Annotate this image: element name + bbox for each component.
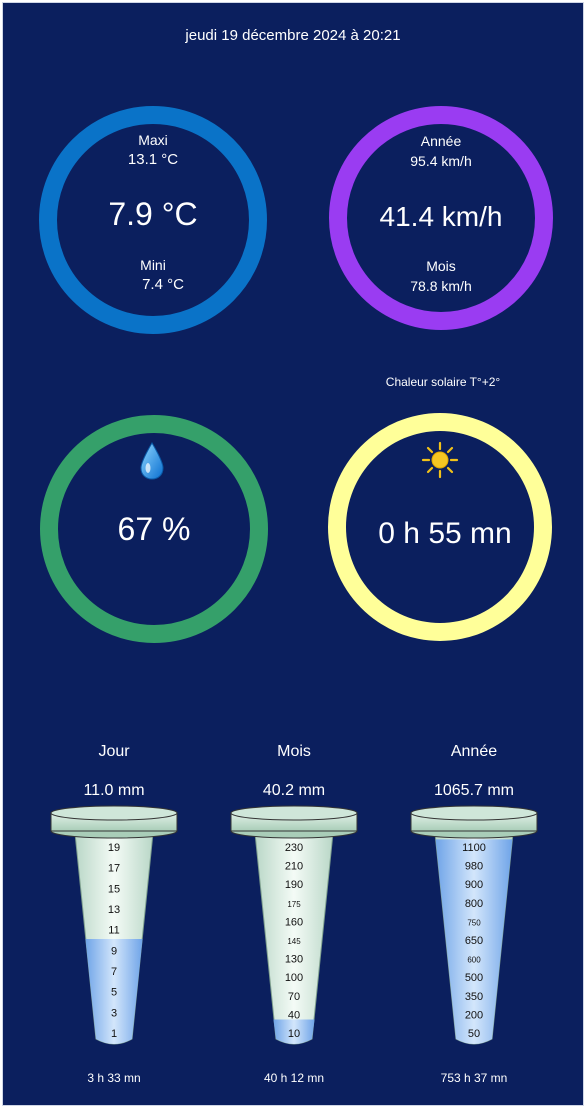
rain-scale-tick: 200 [465,1009,483,1021]
rain-scale-tick: 15 [108,883,120,895]
rain-gauge-cap-top [50,805,178,821]
rain-scale-tick: 1 [111,1028,117,1040]
rain-scale-tick: 40 [288,1009,300,1021]
rain-scale-tick: 210 [285,861,303,873]
sunshine-value: 0 h 55 mn [378,517,512,550]
temp-max-value: 13.1 °C [127,151,179,168]
rain-gauge-cap-top [230,805,358,821]
rain-scale-tick: 13 [108,904,120,916]
rain-scale-tick: 500 [465,972,483,984]
rain-scale-tick: 9 [111,945,117,957]
rain-gauge-graphic: 19 17 15 13 11 9 7 5 3 1 [50,805,178,1045]
rain-period-label: Jour [98,743,130,760]
rain-scale-tick: 980 [465,861,483,873]
rain-water-level [85,939,143,1044]
rain-gauge-graphic: 1100 980 900 800 750 650 600 500 350 200 50 [410,805,538,1045]
rain-scale-tick: 650 [465,935,483,947]
temp-current-value: 7.9 °C [108,196,198,232]
rain-scale-tick: 160 [285,916,303,928]
rain-period-label: Mois [277,743,311,760]
rain-scale-tick: 900 [465,879,483,891]
rain-duration-value: 3 h 33 mn [87,1071,141,1085]
rain-amount-value: 40.2 mm [262,782,326,799]
rain-scale-tick: 1100 [462,842,486,854]
temp-min-value: 7.4 °C [142,276,184,293]
temp-max-label: Maxi [138,132,168,148]
rain-scale-tick: 10 [288,1028,300,1040]
rain-gauge-graphic: 230 210 190 175 160 145 130 100 70 40 10 [230,805,358,1045]
wind-current-value: 41.4 km/h [379,201,503,232]
rain-scale-tick: 11 [108,925,119,937]
wind-month-label: Mois [426,258,456,274]
wind-year-value: 95.4 km/h [410,153,472,169]
wind-month-value: 78.8 km/h [410,278,472,294]
rain-scale-tick: 130 [285,954,303,966]
rain-scale-tick: 19 [108,842,120,854]
rain-water-level [273,1019,315,1044]
rain-scale-tick: 50 [468,1028,480,1040]
rain-period-label: Année [450,743,498,760]
rain-scale-tick: 17 [108,863,120,875]
rain-scale-tick: 7 [111,966,117,978]
rain-water-level [435,839,513,1044]
wind-year-label: Année [420,133,462,149]
rain-scale-tick: 750 [467,918,481,927]
rain-gauge-cap-top [410,805,538,821]
rain-scale-tick: 800 [465,898,483,910]
rain-scale-tick: 3 [111,1007,117,1019]
temp-min-label: Mini [140,257,166,273]
rain-scale-tick: 100 [285,972,303,984]
rain-amount-value: 1065.7 mm [433,782,515,799]
rain-duration-value: 40 h 12 mn [263,1071,325,1085]
rain-scale-tick: 600 [467,956,481,965]
datetime-header: jeudi 19 décembre 2024 à 20:21 [185,27,401,44]
humidity-value: 67 % [117,511,191,547]
rain-scale-tick: 175 [287,900,301,909]
rain-duration-value: 753 h 37 mn [440,1071,508,1085]
rain-scale-tick: 70 [288,991,300,1003]
sun-icon [421,441,459,479]
rain-scale-tick: 350 [465,991,483,1003]
water-drop-icon [139,441,165,481]
rain-scale-tick: 230 [285,842,303,854]
rain-amount-value: 11.0 mm [83,782,145,799]
rain-scale-tick: 145 [287,937,301,946]
rain-scale-tick: 5 [111,987,117,999]
rain-scale-tick: 190 [285,879,303,891]
sunshine-caption: Chaleur solaire T°+2° [385,375,501,389]
